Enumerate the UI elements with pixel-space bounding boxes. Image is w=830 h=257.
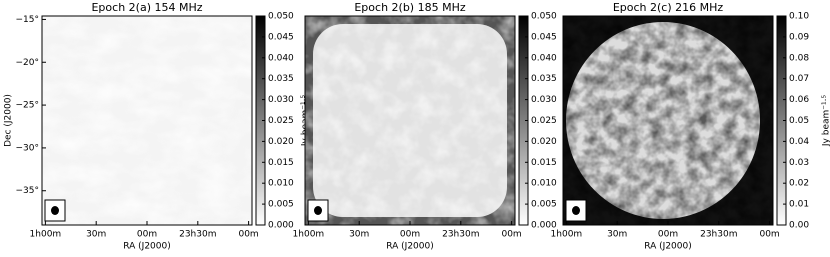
x-axis-label: RA (J2000) [386,242,434,252]
x-tick-label: 30m [607,230,627,240]
colorbar-tick-label: 0.045 [531,32,557,42]
x-tick-label: 00m [238,230,258,240]
colorbar-tick-label: 0.03 [789,158,809,168]
x-tick-label: 23h30m [700,230,737,240]
x-tick-label: 30m [86,230,106,240]
image-texture [42,16,252,225]
x-axis-label: RA (J2000) [644,242,692,252]
colorbar-tick-label: 0.02 [789,179,809,189]
x-axis-label: RA (J2000) [123,242,171,252]
colorbar-tick-label: 0.005 [531,200,557,210]
x-tick-label: 30m [349,230,369,240]
colorbar-tick-label: 0.05 [789,116,809,126]
beam [314,206,322,215]
x-tick-label: 1h00m [293,230,325,240]
x-tick-label: 00m [400,230,420,240]
x-tick-label: 00m [137,230,157,240]
x-tick-label: 23h30m [179,230,216,240]
colorbar-label: Jy beam⁻¹·⁵ [822,95,830,148]
x-tick-label: 23h30m [442,230,479,240]
colorbar-tick-label: 0.035 [531,74,557,84]
x-tick-label: 1h00m [551,230,583,240]
colorbar-tick-label: 0.050 [268,12,294,22]
y-tick-label: −20° [16,58,40,68]
colorbar-tick-label: 0.045 [268,32,294,42]
colorbar-tick-label: 0.025 [268,116,294,126]
y-tick-label: −25° [16,101,40,111]
colorbar-tick-label: 0.040 [268,53,294,63]
colorbar-tick-label: 0.040 [531,53,557,63]
x-tick-label: 00m [658,230,678,240]
y-axis-label: Dec (J2000) [4,94,14,147]
colorbar-tick-label: 0.015 [268,158,294,168]
colorbar-tick-label: 0.010 [268,179,294,189]
colorbar-tick-label: 0.030 [531,95,557,105]
panel-title: Epoch 2(c) 216 MHz [613,1,724,14]
image-texture [305,16,515,225]
colorbar-tick-label: 0.030 [268,95,294,105]
colorbar-tick-label: 0.000 [268,221,294,231]
colorbar-tick-label: 0.01 [789,200,809,210]
panel-title: Epoch 2(a) 154 MHz [91,1,202,14]
colorbar-tick-label: 0.00 [789,221,809,231]
x-tick-label: 1h00m [30,230,62,240]
colorbar-tick-label: 0.020 [531,137,557,147]
colorbar-tick-label: 0.09 [789,32,809,42]
colorbar-tick-label: 0.010 [531,179,557,189]
y-tick-label: −15° [16,15,40,25]
colorbar-tick-label: 0.035 [268,74,294,84]
colorbar-tick-label: 0.020 [268,137,294,147]
colorbar-tick-label: 0.04 [789,137,809,147]
colorbar-tick-label: 0.10 [789,12,809,22]
colorbar-tick-label: 0.025 [531,116,557,126]
y-tick-label: −35° [16,186,40,196]
beam [572,206,580,215]
colorbar-tick-label: 0.050 [531,12,557,22]
colorbar-tick-label: 0.06 [789,95,809,105]
beam [51,206,59,215]
x-tick-label: 00m [501,230,521,240]
image-texture [563,16,773,225]
x-tick-label: 00m [759,230,779,240]
panel-title: Epoch 2(b) 185 MHz [354,1,465,14]
colorbar-tick-label: 0.000 [531,221,557,231]
colorbar-tick-label: 0.07 [789,74,809,84]
y-tick-label: −30° [16,143,40,153]
colorbar-tick-label: 0.08 [789,53,809,63]
colorbar-tick-label: 0.005 [268,200,294,210]
colorbar-tick-label: 0.015 [531,158,557,168]
